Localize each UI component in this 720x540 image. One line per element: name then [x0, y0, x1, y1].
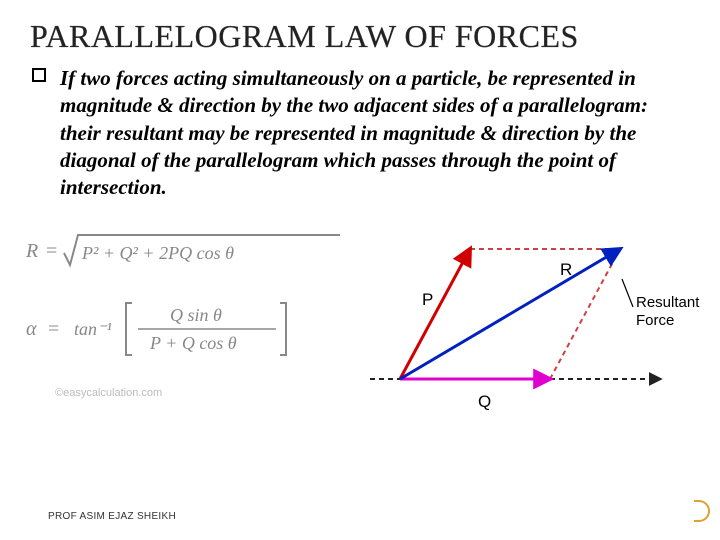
parallelogram-diagram: P Q R Resultant Force	[360, 219, 710, 424]
label-r: R	[560, 260, 572, 279]
body-paragraph: If two forces acting simultaneously on a…	[0, 65, 720, 201]
svg-text:=: =	[48, 318, 59, 340]
formula2-lhs: α	[26, 318, 37, 340]
body-text-content: If two forces acting simultaneously on a…	[60, 66, 648, 199]
footer-author: PROF ASIM EJAZ SHEIKH	[48, 511, 176, 522]
bracket-right-icon	[280, 303, 286, 355]
label-resultant-1: Resultant	[636, 294, 700, 311]
svg-text:=: =	[46, 240, 57, 262]
watermark-text: ©easycalculation.com	[55, 387, 350, 399]
formula-column: R = P² + Q² + 2PQ cos θ α = tan⁻¹ Q sin …	[20, 219, 350, 424]
bullet-icon	[32, 68, 46, 82]
label-p: P	[422, 290, 433, 309]
formula-resultant-angle: α = tan⁻¹ Q sin θ P + Q cos θ	[20, 297, 350, 361]
bracket-left-icon	[126, 303, 132, 355]
formula2-num: Q sin θ	[170, 305, 222, 325]
vector-r	[400, 249, 620, 379]
resultant-pointer	[622, 279, 633, 307]
content-row: R = P² + Q² + 2PQ cos θ α = tan⁻¹ Q sin …	[0, 201, 720, 424]
formula1-lhs: R	[25, 240, 38, 262]
formula2-inv: tan⁻¹	[74, 319, 112, 339]
formula2-den: P + Q cos θ	[149, 333, 237, 353]
formula1-radicand: P² + Q² + 2PQ cos θ	[81, 243, 234, 263]
label-resultant-2: Force	[636, 312, 674, 329]
formula-resultant-magnitude: R = P² + Q² + 2PQ cos θ	[20, 229, 350, 271]
corner-decor-icon	[694, 500, 710, 522]
slide-title: PARALLELOGRAM LAW OF FORCES	[0, 0, 720, 65]
label-q: Q	[478, 392, 491, 411]
